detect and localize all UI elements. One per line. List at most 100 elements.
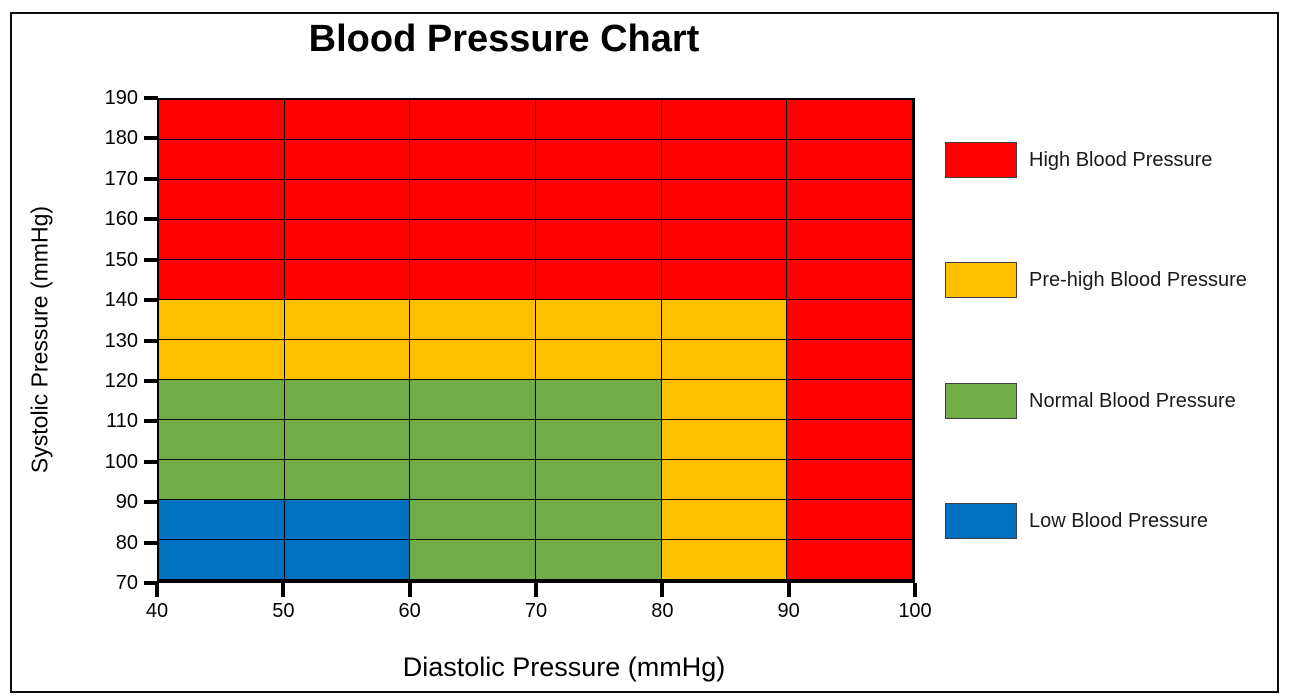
zone-cell <box>787 140 913 180</box>
y-tick-label: 80 <box>115 531 138 554</box>
y-tick-label: 100 <box>104 450 138 473</box>
y-tick-label: 160 <box>104 208 138 231</box>
y-tick-label: 140 <box>104 289 138 312</box>
zone-cell <box>284 300 411 340</box>
zone-cell <box>410 300 536 340</box>
x-axis-tick <box>407 583 412 597</box>
zone-cell <box>661 540 788 580</box>
zone-cell <box>159 380 285 420</box>
y-tick-label: 190 <box>104 87 138 109</box>
zone-cell <box>410 260 536 300</box>
zone-cell <box>787 100 913 140</box>
y-axis-tick <box>144 419 158 424</box>
zone-cell <box>159 300 285 340</box>
x-tick-label: 50 <box>272 600 295 622</box>
zone-cell <box>410 180 536 220</box>
zone-cell <box>410 420 536 460</box>
zone-cell <box>535 540 662 580</box>
zone-cell <box>787 380 913 420</box>
x-tick-label: 40 <box>145 600 169 622</box>
zone-cell <box>159 460 285 500</box>
zone-cell <box>535 300 662 340</box>
x-tick-label: 90 <box>777 600 800 622</box>
y-axis-tick <box>144 136 158 141</box>
zone-cell <box>661 180 788 220</box>
x-tick-label: 70 <box>524 600 548 622</box>
zone-cell <box>284 140 411 180</box>
zone-cell <box>159 260 285 300</box>
x-tick-label: 60 <box>398 600 421 622</box>
x-axis-tick <box>660 583 665 597</box>
x-tick-label: 100 <box>898 600 932 622</box>
zone-cell <box>535 420 662 460</box>
chart-title: Blood Pressure Chart <box>308 18 700 60</box>
legend-swatch <box>945 502 1017 539</box>
zone-cell <box>535 340 662 380</box>
zone-cell <box>159 180 285 220</box>
zone-cell <box>284 180 411 220</box>
zone-cell <box>159 500 285 540</box>
zone-cell <box>787 460 913 500</box>
x-axis-tick <box>534 583 538 597</box>
zone-cell <box>410 500 536 540</box>
zone-cell <box>284 220 411 260</box>
zone-cell <box>284 460 411 500</box>
legend-label: Pre-high Blood Pressure <box>1029 269 1247 292</box>
y-axis-tick <box>144 378 158 383</box>
y-tick-label: 90 <box>115 491 138 514</box>
zone-cell <box>787 540 913 580</box>
zone-cell <box>535 380 662 420</box>
zone-cell <box>159 100 285 140</box>
y-tick-label: 170 <box>104 167 138 190</box>
zone-cell <box>159 140 285 180</box>
zone-cell <box>661 140 788 180</box>
zone-cell <box>661 220 788 260</box>
zone-cell <box>410 340 536 380</box>
zone-cell <box>410 140 536 180</box>
zone-cell <box>535 140 662 180</box>
zone-cell <box>661 100 788 140</box>
zone-cell <box>535 500 662 540</box>
plot-area <box>157 98 915 583</box>
zone-cell <box>661 460 788 500</box>
x-axis-tick <box>155 583 159 597</box>
x-axis-tick <box>281 583 286 597</box>
y-tick-label: 180 <box>104 127 138 150</box>
zone-cell <box>787 420 913 460</box>
x-axis-tick <box>786 583 791 597</box>
y-tick-label: 130 <box>104 329 138 352</box>
zone-cell <box>284 100 411 140</box>
zone-cell <box>159 220 285 260</box>
legend-label: Low Blood Pressure <box>1029 509 1208 532</box>
y-axis-tick <box>144 298 158 303</box>
y-axis-tick <box>144 540 158 545</box>
zone-cell <box>284 380 411 420</box>
y-tick-label: 70 <box>115 572 138 594</box>
zone-cell <box>535 460 662 500</box>
zone-cell <box>661 340 788 380</box>
zone-cell <box>661 300 788 340</box>
legend-label: High Blood Pressure <box>1029 149 1213 171</box>
zone-cell <box>410 540 536 580</box>
zone-cell <box>787 340 913 380</box>
legend-swatch <box>945 262 1017 299</box>
zone-cell <box>159 420 285 460</box>
zone-cell <box>410 220 536 260</box>
y-tick-label: 150 <box>104 248 138 271</box>
zone-cell <box>661 420 788 460</box>
y-tick-label: 120 <box>104 369 138 392</box>
zone-cell <box>284 420 411 460</box>
zone-cell <box>410 100 536 140</box>
zone-cell <box>159 540 285 580</box>
x-tick-label: 80 <box>651 600 674 622</box>
y-axis-tick <box>144 257 158 262</box>
legend-swatch <box>945 382 1017 419</box>
zone-cell <box>535 180 662 220</box>
y-axis-tick <box>144 500 158 505</box>
y-axis-tick <box>144 217 158 222</box>
zone-cell <box>787 260 913 300</box>
x-axis-title: Diastolic Pressure (mmHg) <box>402 652 726 682</box>
zone-cell <box>535 100 662 140</box>
zone-cell <box>787 220 913 260</box>
y-axis-tick <box>144 96 158 100</box>
